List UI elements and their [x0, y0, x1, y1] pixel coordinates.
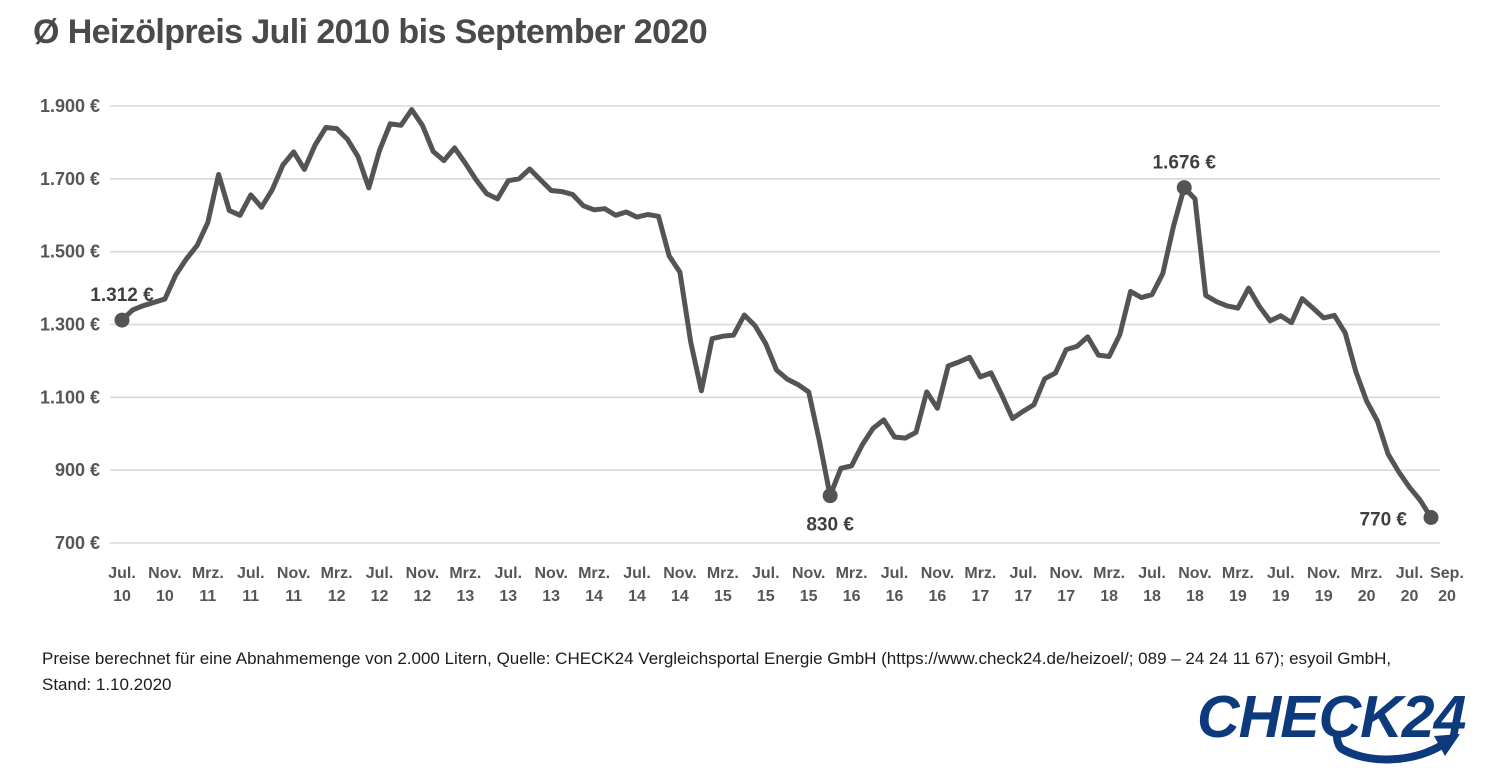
x-axis-tick-year: 15	[714, 588, 732, 605]
x-axis-tick-year: 12	[328, 588, 346, 605]
x-axis-tick-year: 19	[1315, 588, 1333, 605]
data-point-marker	[114, 312, 130, 328]
x-axis-tick-year: 20	[1438, 588, 1456, 605]
value-annotation: 830 €	[806, 515, 854, 536]
source-note-line2: Stand: 1.10.2020	[42, 675, 172, 694]
x-axis-tick-year: 11	[285, 588, 302, 605]
x-axis-tick-month: Jul.	[623, 565, 651, 582]
x-axis-tick-year: 11	[242, 588, 259, 605]
x-axis-tick-month: Mrz.	[321, 565, 353, 582]
x-axis-tick-month: Nov.	[534, 565, 567, 582]
x-axis-tick-year: 14	[585, 588, 603, 605]
x-axis-tick-month: Nov.	[792, 565, 825, 582]
x-axis-tick-month: Sep.	[1430, 565, 1464, 582]
x-axis-tick-month: Jul.	[881, 565, 909, 582]
y-axis-tick-label: 1.300 €	[40, 315, 100, 335]
y-axis-tick-label: 1.900 €	[40, 96, 100, 116]
x-axis-tick-year: 18	[1100, 588, 1118, 605]
check24-logo-graphic: CHECK24	[1197, 684, 1467, 764]
x-axis-tick-month: Nov.	[148, 565, 181, 582]
x-axis-tick-year: 13	[499, 588, 517, 605]
x-axis-tick-month: Nov.	[406, 565, 439, 582]
x-axis-tick-month: Nov.	[1178, 565, 1211, 582]
x-axis-tick-month: Nov.	[663, 565, 696, 582]
x-axis-tick-year: 15	[800, 588, 818, 605]
x-axis-tick-month: Jul.	[108, 565, 136, 582]
x-axis-tick-year: 16	[843, 588, 861, 605]
x-axis-tick-year: 16	[886, 588, 904, 605]
source-note-line1: Preise berechnet für eine Abnahmemenge v…	[42, 649, 1392, 668]
x-axis-tick-month: Mrz.	[964, 565, 996, 582]
y-axis-tick-label: 1.700 €	[40, 169, 100, 189]
x-axis-tick-month: Mrz.	[1222, 565, 1254, 582]
x-axis-tick-year: 18	[1186, 588, 1204, 605]
source-note: Preise berechnet für eine Abnahmemenge v…	[42, 646, 1446, 698]
x-axis-tick-year: 10	[113, 588, 131, 605]
x-axis-tick-month: Nov.	[921, 565, 954, 582]
x-axis-tick-year: 17	[971, 588, 989, 605]
x-axis-tick-month: Mrz.	[192, 565, 224, 582]
check24-logo-text: CHECK24	[1197, 690, 1466, 750]
y-axis-tick-label: 1.500 €	[40, 242, 100, 262]
data-point-marker	[1423, 510, 1439, 526]
x-axis-tick-month: Jul.	[494, 565, 522, 582]
x-axis-tick-year: 19	[1272, 588, 1290, 605]
x-axis-tick-month: Mrz.	[1093, 565, 1125, 582]
x-axis-tick-month: Mrz.	[449, 565, 481, 582]
value-annotation: 1.312 €	[90, 285, 154, 306]
price-line	[119, 107, 1434, 520]
x-axis-tick-year: 16	[929, 588, 947, 605]
x-axis-tick-year: 17	[1057, 588, 1075, 605]
x-axis-tick-month: Nov.	[1307, 565, 1340, 582]
x-axis-tick-year: 12	[371, 588, 389, 605]
x-axis-tick-month: Mrz.	[836, 565, 868, 582]
x-axis-tick-month: Nov.	[277, 565, 310, 582]
data-point-marker	[822, 488, 838, 504]
x-axis-tick-year: 17	[1014, 588, 1032, 605]
check24-logo: CHECK24	[1196, 684, 1472, 778]
x-axis-tick-year: 10	[156, 588, 174, 605]
x-axis-tick-month: Mrz.	[1351, 565, 1383, 582]
x-axis-tick-year: 20	[1358, 588, 1376, 605]
x-axis-tick-year: 15	[757, 588, 775, 605]
x-axis-tick-year: 13	[456, 588, 474, 605]
x-axis-tick-month: Nov.	[1049, 565, 1082, 582]
x-axis-tick-year: 12	[414, 588, 432, 605]
x-axis-tick-month: Jul.	[1009, 565, 1037, 582]
x-axis-tick-year: 11	[199, 588, 216, 605]
x-axis-tick-year: 14	[628, 588, 646, 605]
data-point-marker	[1176, 180, 1192, 196]
page-title: Ø Heizölpreis Juli 2010 bis September 20…	[33, 13, 708, 51]
value-annotation: 1.676 €	[1153, 153, 1217, 174]
x-axis-tick-year: 18	[1143, 588, 1161, 605]
x-axis-tick-month: Jul.	[1396, 565, 1424, 582]
y-axis-tick-label: 1.100 €	[40, 387, 100, 407]
heizoelpreis-line-chart: 1.900 € 1.700 € 1.500 € 1.300 € 1.100 € 900 €…	[40, 96, 1464, 605]
x-axis-tick-month: Jul.	[237, 565, 265, 582]
x-axis-tick-month: Mrz.	[578, 565, 610, 582]
y-axis-tick-label: 700 €	[55, 533, 100, 553]
x-axis-tick-month: Jul.	[1267, 565, 1295, 582]
x-axis-tick-year: 13	[542, 588, 560, 605]
logo-arrowhead	[1434, 734, 1460, 756]
x-axis-tick-year: 19	[1229, 588, 1247, 605]
x-axis-tick-year: 14	[671, 588, 689, 605]
x-axis-tick-month: Mrz.	[707, 565, 739, 582]
x-axis-tick-month: Jul.	[752, 565, 780, 582]
y-axis-tick-label: 900 €	[55, 460, 100, 480]
x-axis-tick-month: Jul.	[366, 565, 394, 582]
value-annotation: 770 €	[1359, 510, 1407, 531]
logo-swoosh-arrow	[1333, 734, 1446, 764]
x-axis-tick-month: Jul.	[1138, 565, 1166, 582]
x-axis-tick-year: 20	[1401, 588, 1419, 605]
